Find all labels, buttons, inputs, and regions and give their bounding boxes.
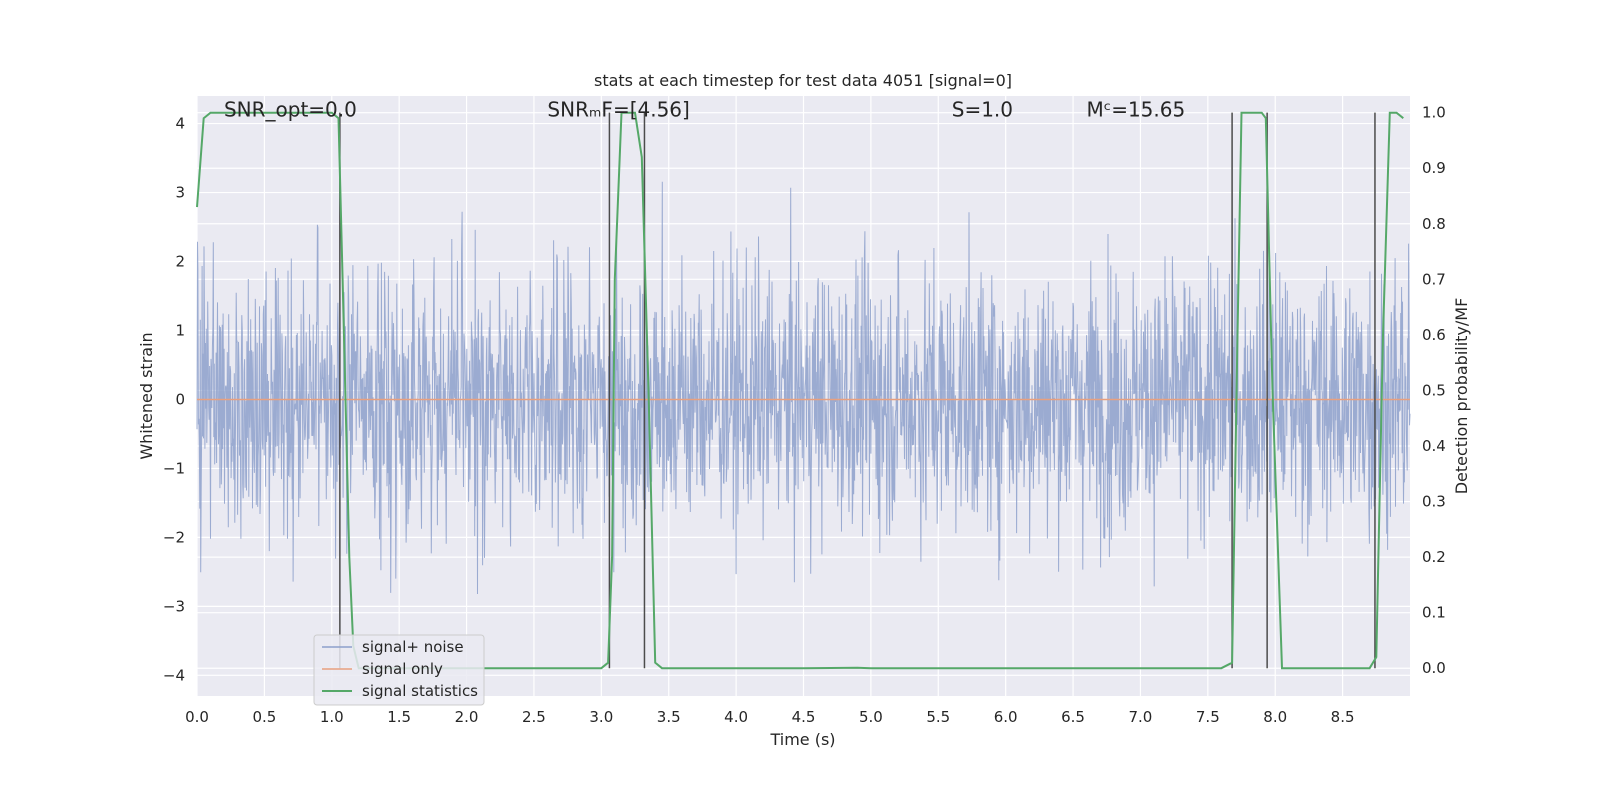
x-axis-ticks: 0.0 0.5 1.0 1.5 2.0 2.5 3.0 3.5 4.0 4.5 5.0 5.5 6.0 6… (185, 708, 1354, 726)
annotation-text: Mᶜ=15.65 (1087, 98, 1186, 122)
legend-label-statistics: signal statistics (362, 682, 478, 700)
x-tick-label: 3.5 (657, 708, 681, 726)
x-tick-label: 7.0 (1129, 708, 1153, 726)
right-tick-label: 0.4 (1422, 437, 1446, 455)
legend: signal+ noise signal only signal statist… (313, 634, 485, 706)
annotation-text: SNR_opt=0.0 (224, 98, 357, 122)
x-tick-label: 4.5 (792, 708, 816, 726)
series-signal-statistics (196, 111, 1404, 670)
left-tick-label: −2 (163, 528, 185, 546)
right-axis-ticks: 0.0 0.1 0.2 0.3 0.4 0.5 0.6 0.7 0.8 0.9 1.0 (1422, 104, 1446, 678)
x-tick-label: 8.5 (1331, 708, 1355, 726)
x-tick-label: 1.0 (320, 708, 344, 726)
noise-trace (196, 181, 1411, 595)
left-tick-label: 1 (175, 321, 185, 339)
left-axis-label: Whitened strain (137, 332, 156, 459)
x-tick-label: 5.5 (926, 708, 950, 726)
x-tick-label: 0.5 (252, 708, 276, 726)
x-tick-label: 2.5 (522, 708, 546, 726)
left-tick-label: −4 (163, 666, 185, 684)
detection-markers (339, 112, 1376, 669)
x-axis-label: Time (s) (769, 730, 835, 749)
x-tick-label: 2.0 (455, 708, 479, 726)
left-tick-label: −3 (163, 597, 185, 615)
legend-label-noise: signal+ noise (362, 638, 464, 656)
left-tick-label: −1 (163, 459, 185, 477)
series-signal-noise (196, 181, 1411, 595)
right-tick-label: 0.2 (1422, 548, 1446, 566)
annotation-text: S=1.0 (952, 98, 1013, 122)
right-tick-label: 0.5 (1422, 381, 1446, 399)
annotations: SNR_opt=0.0 SNRₘF=[4.56] S=1.0 Mᶜ=15.65 (224, 98, 1185, 122)
x-tick-label: 7.5 (1196, 708, 1220, 726)
x-tick-label: 5.0 (859, 708, 883, 726)
right-tick-label: 0.3 (1422, 493, 1446, 511)
x-tick-label: 8.0 (1263, 708, 1287, 726)
right-tick-label: 1.0 (1422, 104, 1446, 122)
x-tick-label: 0.0 (185, 708, 209, 726)
chart-title: stats at each timestep for test data 405… (594, 71, 1012, 90)
annotation-text: SNRₘF=[4.56] (547, 98, 689, 122)
right-tick-label: 0.9 (1422, 159, 1446, 177)
right-axis-label: Detection probability/MF (1452, 298, 1471, 495)
right-tick-label: 0.7 (1422, 270, 1446, 288)
x-tick-label: 3.0 (589, 708, 613, 726)
x-tick-label: 6.0 (994, 708, 1018, 726)
x-tick-label: 1.5 (387, 708, 411, 726)
right-tick-label: 0.6 (1422, 326, 1446, 344)
left-tick-label: 0 (175, 390, 185, 408)
x-tick-label: 4.0 (724, 708, 748, 726)
legend-label-signal-only: signal only (362, 660, 443, 678)
right-tick-label: 0.8 (1422, 215, 1446, 233)
left-tick-label: 2 (175, 253, 185, 271)
right-tick-label: 0.0 (1422, 659, 1446, 677)
right-tick-label: 0.1 (1422, 604, 1446, 622)
left-axis-ticks: −4 −3 −2 −1 0 1 2 3 4 (163, 115, 185, 685)
left-tick-label: 3 (175, 184, 185, 202)
left-tick-label: 4 (175, 115, 185, 133)
x-tick-label: 6.5 (1061, 708, 1085, 726)
legend-box (313, 634, 485, 706)
